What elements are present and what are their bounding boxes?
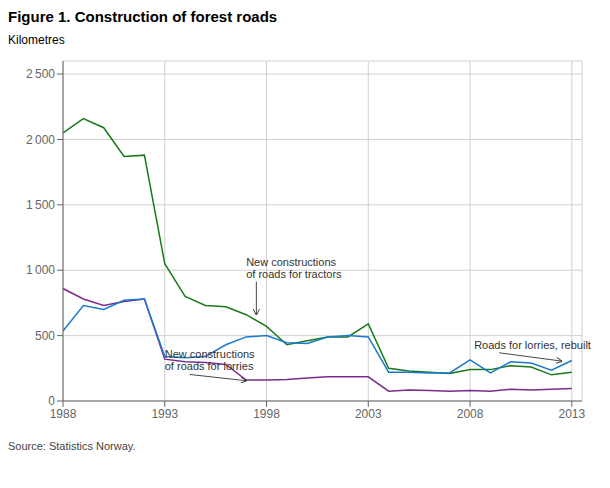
svg-text:2 000: 2 000 xyxy=(26,133,55,147)
svg-text:1998: 1998 xyxy=(253,407,280,421)
svg-text:New constructionsof roads for: New constructionsof roads for lorries xyxy=(165,348,255,372)
svg-text:1993: 1993 xyxy=(151,407,178,421)
svg-text:2003: 2003 xyxy=(355,407,382,421)
html-text:Source: Statistics Norway.: Source: Statistics Norway. xyxy=(8,440,136,452)
html-text:Figure 1. Construction of fore: Figure 1. Construction of forest roads xyxy=(8,8,278,25)
svg-text:2008: 2008 xyxy=(457,407,484,421)
svg-text:0: 0 xyxy=(48,394,55,408)
svg-text:1988: 1988 xyxy=(50,407,77,421)
svg-text:1 000: 1 000 xyxy=(26,263,55,277)
svg-text:New constructionsof roads for: New constructionsof roads for tractors xyxy=(246,256,342,280)
svg-text:2 500: 2 500 xyxy=(26,67,55,81)
html-text:Kilometres: Kilometres xyxy=(8,33,65,47)
svg-text:1 500: 1 500 xyxy=(26,198,55,212)
svg-text:500: 500 xyxy=(35,329,55,343)
svg-text:Roads for lorries, rebuilt: Roads for lorries, rebuilt xyxy=(474,339,591,351)
svg-text:2013: 2013 xyxy=(558,407,585,421)
